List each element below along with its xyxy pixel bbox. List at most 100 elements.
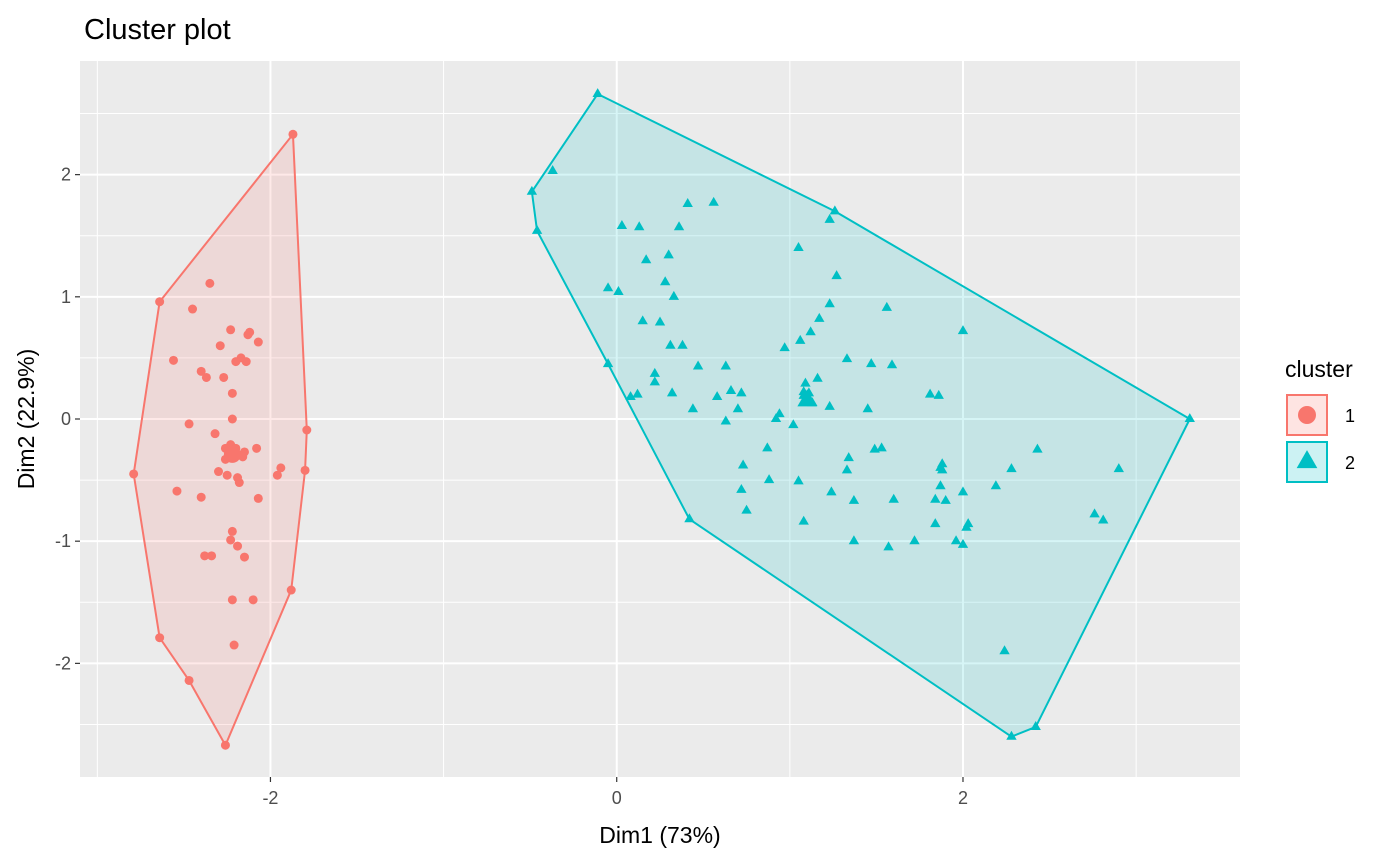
cluster-2-point bbox=[795, 334, 806, 344]
cluster-2-point bbox=[848, 494, 860, 504]
cluster-1-point bbox=[226, 535, 236, 545]
cluster-1-point bbox=[252, 443, 262, 453]
cluster-2-point bbox=[692, 360, 704, 370]
x-tick-label: 2 bbox=[958, 788, 968, 808]
cluster-2-point bbox=[961, 521, 972, 531]
cluster-2-point bbox=[1006, 730, 1017, 740]
cluster-1-point bbox=[253, 493, 263, 503]
cluster-2-point bbox=[736, 483, 747, 493]
cluster-2-point bbox=[881, 301, 892, 311]
cluster-1-point bbox=[155, 297, 165, 307]
cluster-1-point bbox=[227, 388, 237, 398]
cluster-1-point bbox=[129, 469, 139, 479]
cluster-1-point bbox=[248, 595, 258, 605]
cluster-2-point bbox=[632, 388, 643, 398]
cluster-2-point bbox=[682, 198, 693, 208]
legend-label-2: 2 bbox=[1345, 453, 1355, 473]
cluster-1-point bbox=[215, 341, 225, 351]
cluster-2-point bbox=[848, 535, 860, 545]
cluster-1-hull bbox=[132, 133, 308, 747]
cluster-1-point bbox=[220, 740, 230, 750]
cluster-1-point bbox=[210, 429, 220, 439]
cluster-2-point bbox=[798, 515, 809, 525]
cluster-1-point bbox=[286, 585, 296, 595]
cluster-2-point bbox=[720, 360, 731, 370]
cluster-1-point bbox=[272, 470, 282, 480]
cluster-2-point bbox=[1098, 514, 1109, 524]
cluster-1-point bbox=[196, 366, 206, 376]
cluster-2-point bbox=[1032, 443, 1043, 453]
cluster-2-point bbox=[824, 298, 835, 308]
cluster-2-point bbox=[720, 415, 731, 425]
cluster-2-point bbox=[935, 480, 946, 490]
cluster-2-point bbox=[862, 403, 873, 413]
cluster-1-point bbox=[233, 541, 243, 551]
cluster-2-point bbox=[886, 359, 898, 369]
cluster-2-point bbox=[660, 276, 671, 286]
cluster-2-point bbox=[793, 242, 804, 251]
cluster-2-point bbox=[616, 220, 628, 229]
x-axis: -2 0 2 bbox=[262, 777, 968, 808]
cluster-2-point bbox=[843, 452, 854, 462]
cluster-2-point bbox=[526, 185, 538, 195]
cluster-2-point bbox=[957, 538, 969, 548]
cluster-1-point bbox=[300, 465, 310, 475]
cluster-2-point bbox=[788, 419, 799, 429]
cluster-2-point bbox=[940, 494, 951, 504]
cluster-1-point bbox=[155, 633, 165, 643]
cluster-1-point bbox=[207, 551, 217, 561]
cluster-2-centroid bbox=[797, 389, 817, 407]
legend-title: cluster bbox=[1285, 356, 1353, 382]
cluster-1-point bbox=[288, 129, 298, 139]
y-tick-label: -2 bbox=[55, 653, 71, 673]
cluster-2-point bbox=[684, 513, 695, 523]
cluster-1-point bbox=[168, 355, 178, 365]
cluster-2-point bbox=[663, 249, 674, 259]
cluster-1-point bbox=[184, 419, 194, 429]
cluster-2-point bbox=[531, 224, 543, 234]
x-tick-label: 0 bbox=[612, 788, 622, 808]
cluster-2-point bbox=[930, 493, 941, 503]
cluster-1-point bbox=[205, 278, 215, 288]
cluster-2-point bbox=[762, 442, 773, 452]
x-axis-title: Dim1 (73%) bbox=[599, 822, 720, 848]
cluster-centroids bbox=[223, 389, 817, 463]
cluster-1-point bbox=[227, 414, 237, 424]
cluster-1-point bbox=[188, 304, 198, 314]
cluster-2-point bbox=[732, 403, 744, 413]
cluster-1-point bbox=[229, 640, 239, 650]
cluster-2-point bbox=[634, 221, 645, 231]
cluster-1-point bbox=[227, 595, 237, 605]
cluster-1-point bbox=[222, 470, 232, 480]
x-tick-label: -2 bbox=[262, 788, 278, 808]
cluster-2-point bbox=[547, 165, 558, 175]
cluster-2-point bbox=[1113, 463, 1124, 473]
cluster-1-point bbox=[302, 425, 312, 435]
cluster-2-point bbox=[909, 535, 920, 545]
cluster-2-point bbox=[1089, 508, 1100, 518]
y-tick-label: 2 bbox=[61, 165, 71, 185]
legend: cluster 1 2 bbox=[1285, 356, 1355, 483]
cluster-2-point bbox=[883, 541, 894, 551]
cluster-2-point bbox=[1006, 463, 1017, 473]
cluster-2-point bbox=[829, 205, 841, 215]
cluster-1-point bbox=[241, 357, 251, 367]
cluster-2-point bbox=[770, 413, 782, 423]
y-tick-label: 1 bbox=[61, 287, 71, 307]
cluster-2-point bbox=[613, 286, 624, 295]
cluster-1-point bbox=[184, 675, 194, 685]
y-axis: -2 -1 0 1 2 bbox=[55, 165, 80, 673]
cluster-1-point bbox=[239, 552, 249, 562]
cluster-2-point bbox=[649, 367, 660, 377]
cluster-2-point bbox=[602, 282, 614, 292]
cluster-1-point bbox=[227, 526, 237, 536]
cluster-2-point bbox=[866, 358, 877, 368]
cluster-2-point bbox=[677, 339, 688, 349]
cluster-1-point bbox=[196, 492, 206, 502]
cluster-1-centroid bbox=[223, 445, 241, 463]
y-tick-label: 0 bbox=[61, 409, 71, 429]
cluster-2-point bbox=[640, 254, 652, 264]
cluster-2-point bbox=[841, 464, 853, 474]
cluster-2-point bbox=[725, 384, 737, 394]
